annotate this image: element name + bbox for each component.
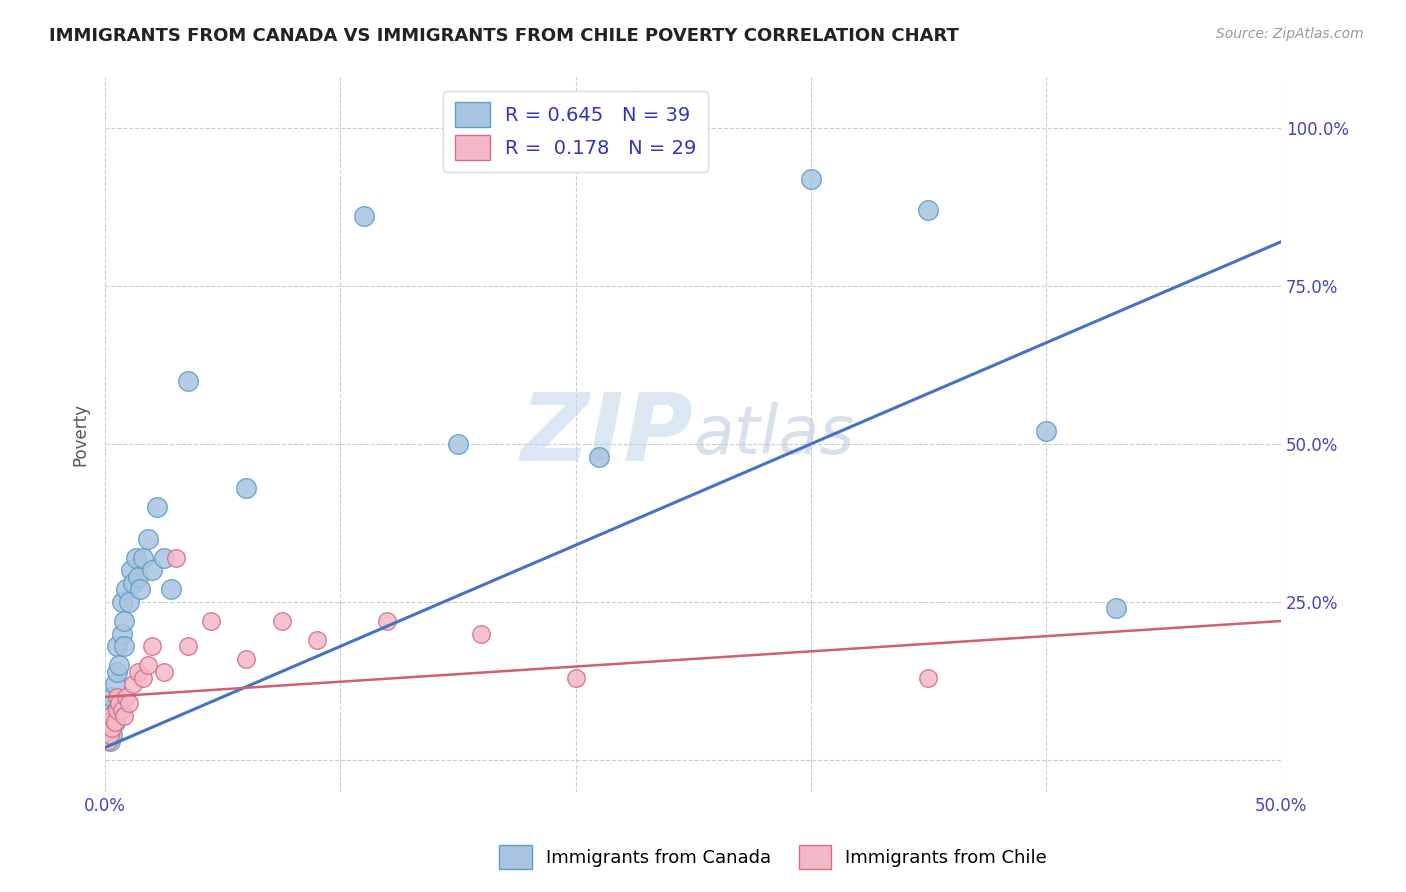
Text: IMMIGRANTS FROM CANADA VS IMMIGRANTS FROM CHILE POVERTY CORRELATION CHART: IMMIGRANTS FROM CANADA VS IMMIGRANTS FRO… <box>49 27 959 45</box>
Point <box>105 702 128 716</box>
Point <box>800 171 823 186</box>
Point <box>129 582 152 597</box>
Point <box>97 715 120 730</box>
Point <box>470 626 492 640</box>
Point <box>141 564 163 578</box>
Point <box>270 614 292 628</box>
Point <box>111 595 134 609</box>
Point <box>353 210 375 224</box>
Point <box>97 734 120 748</box>
Point <box>111 626 134 640</box>
Point <box>104 715 127 730</box>
Point <box>118 595 141 609</box>
Point <box>122 576 145 591</box>
Point <box>112 614 135 628</box>
Point <box>132 671 155 685</box>
Point <box>98 728 121 742</box>
Point <box>101 728 124 742</box>
Point <box>146 500 169 515</box>
Point <box>98 734 121 748</box>
Legend: Immigrants from Canada, Immigrants from Chile: Immigrants from Canada, Immigrants from … <box>492 838 1054 876</box>
Point <box>136 658 159 673</box>
Point <box>105 640 128 654</box>
Point <box>153 665 176 679</box>
Point <box>141 640 163 654</box>
Point <box>105 690 128 704</box>
Text: atlas: atlas <box>693 401 855 467</box>
Point <box>118 696 141 710</box>
Point <box>112 709 135 723</box>
Point <box>305 632 328 647</box>
Point <box>588 450 610 464</box>
Point <box>111 702 134 716</box>
Point <box>105 665 128 679</box>
Point <box>160 582 183 597</box>
Point <box>200 614 222 628</box>
Point <box>132 550 155 565</box>
Point <box>101 722 124 736</box>
Point <box>122 677 145 691</box>
Point <box>447 437 470 451</box>
Point <box>377 614 399 628</box>
Text: Source: ZipAtlas.com: Source: ZipAtlas.com <box>1216 27 1364 41</box>
Legend: R = 0.645   N = 39, R =  0.178   N = 29: R = 0.645 N = 39, R = 0.178 N = 29 <box>443 91 709 172</box>
Point <box>136 532 159 546</box>
Point <box>115 582 138 597</box>
Point <box>112 640 135 654</box>
Point <box>120 564 142 578</box>
Point <box>125 550 148 565</box>
Point <box>153 550 176 565</box>
Point <box>235 652 257 666</box>
Point <box>108 696 131 710</box>
Point <box>97 702 120 716</box>
Y-axis label: Poverty: Poverty <box>72 403 89 466</box>
Point <box>165 550 187 565</box>
Point <box>1035 425 1057 439</box>
Text: ZIP: ZIP <box>520 389 693 481</box>
Point <box>917 671 939 685</box>
Point <box>105 702 128 716</box>
Point <box>98 715 121 730</box>
Point <box>104 715 127 730</box>
Point <box>1105 601 1128 615</box>
Point <box>101 709 124 723</box>
Point <box>115 690 138 704</box>
Point <box>917 203 939 218</box>
Point <box>127 570 149 584</box>
Point <box>108 658 131 673</box>
Point <box>176 640 198 654</box>
Point <box>101 690 124 704</box>
Point <box>176 374 198 388</box>
Point <box>235 481 257 495</box>
Point <box>127 665 149 679</box>
Point <box>104 677 127 691</box>
Point <box>97 722 120 736</box>
Point <box>98 709 121 723</box>
Point <box>564 671 586 685</box>
